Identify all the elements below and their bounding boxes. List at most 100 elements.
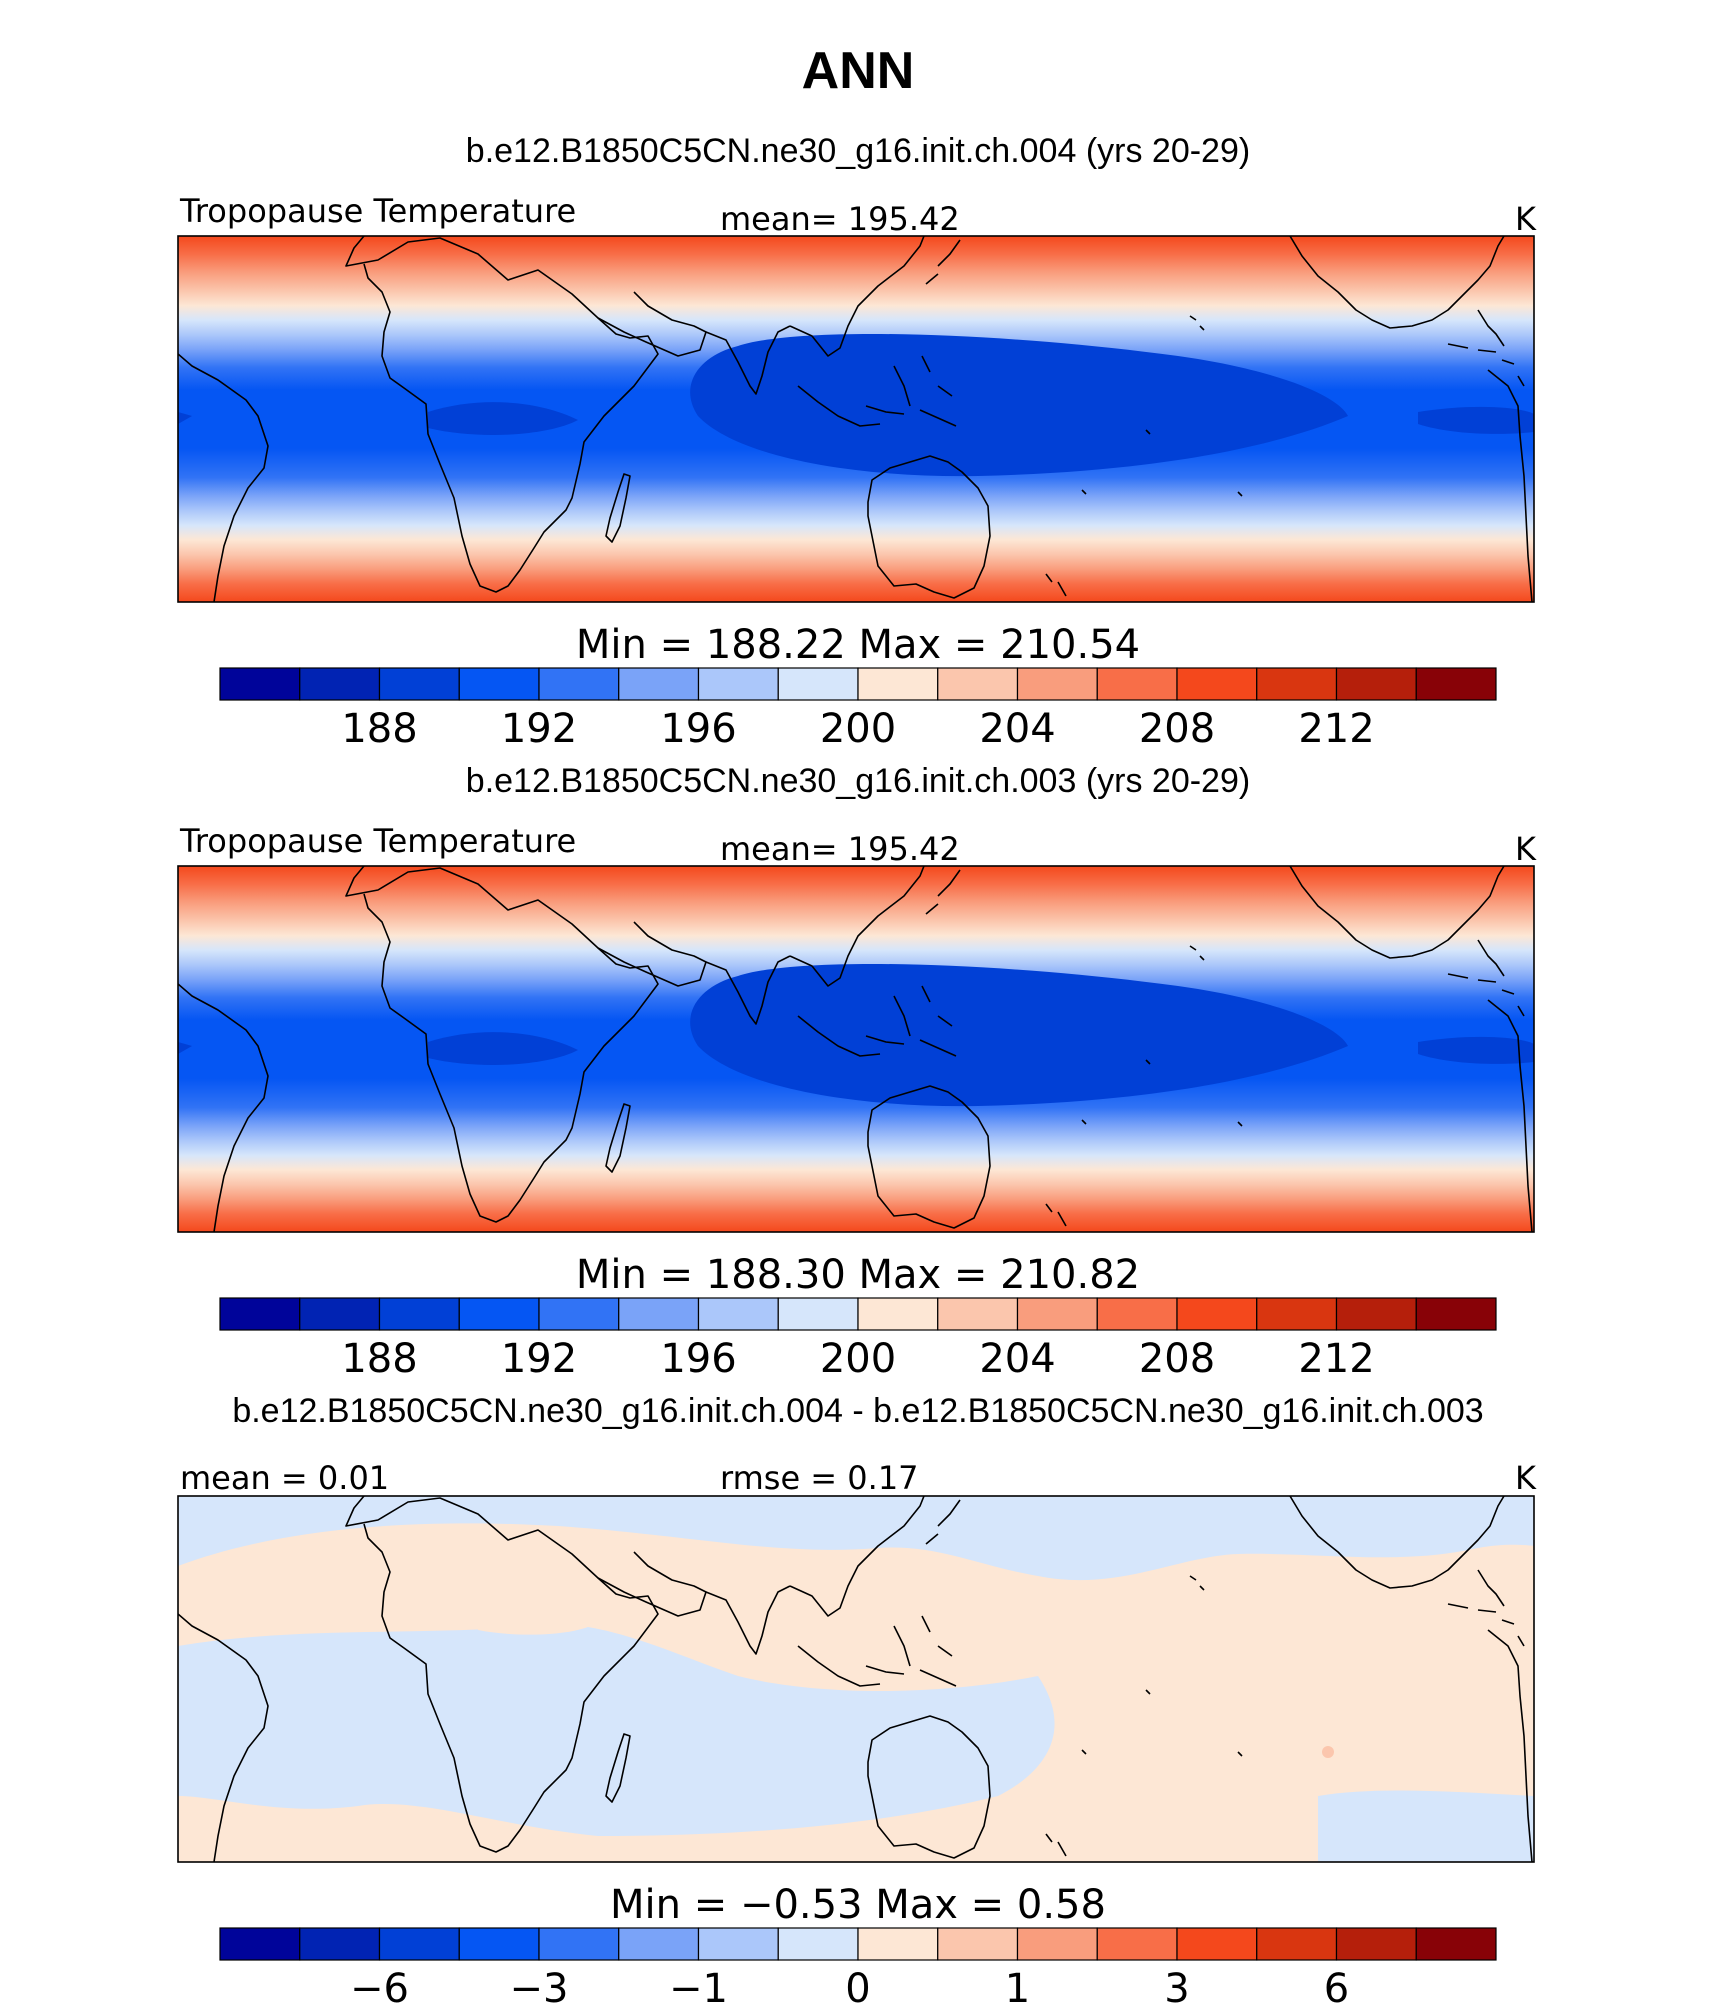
colorbar-swatch	[777, 667, 859, 701]
colorbar-swatch	[618, 667, 700, 701]
panel-2: b.e12.B1850C5CN.ne30_g16.init.ch.003 (yr…	[177, 762, 1537, 1382]
colorbar-tick-label: 192	[501, 1336, 577, 1382]
cold-core-edge	[178, 1042, 192, 1054]
colorbar-swatch	[1016, 1297, 1098, 1331]
positive-patch-africa	[478, 1608, 598, 1635]
colorbar-tick-label: 6	[1324, 1966, 1349, 2012]
units-label: K	[1515, 1459, 1537, 1497]
colorbar-swatch	[857, 667, 939, 701]
center-label: mean= 195.42	[720, 200, 960, 238]
map-panel-3	[177, 1495, 1535, 1863]
negative-region-south-east	[1318, 1790, 1534, 1862]
map-frame	[177, 1495, 1535, 1863]
colorbar-swatch	[378, 1297, 460, 1331]
cold-core-edge	[178, 412, 192, 424]
colorbar-tick-label: 204	[979, 706, 1055, 752]
colorbar-swatch	[697, 667, 779, 701]
units-label: K	[1515, 200, 1537, 238]
colorbar-swatch	[1176, 667, 1258, 701]
colorbar-swatch	[378, 1927, 460, 1961]
colorbar-tick-label: 188	[341, 1336, 417, 1382]
minmax-label: Min = 188.22 Max = 210.54	[576, 622, 1140, 668]
cold-core-africa	[428, 1032, 578, 1065]
colorbar-swatch	[1335, 1927, 1417, 1961]
colorbar-swatch	[1016, 667, 1098, 701]
colorbar-tick-label: 212	[1298, 706, 1374, 752]
colorbar-swatch	[378, 667, 460, 701]
colorbar-swatch	[777, 1927, 859, 1961]
cold-core-amazon	[1418, 1036, 1534, 1064]
left-label: Tropopause Temperature	[179, 192, 576, 230]
panel-title: b.e12.B1850C5CN.ne30_g16.init.ch.004 - b…	[232, 1392, 1483, 1430]
colorbar-swatch	[1335, 667, 1417, 701]
colorbar-swatch	[1096, 667, 1178, 701]
panel-1: b.e12.B1850C5CN.ne30_g16.init.ch.004 (yr…	[177, 132, 1537, 752]
colorbar-swatch	[857, 1297, 939, 1331]
colorbar-swatch	[1096, 1927, 1178, 1961]
center-label: rmse = 0.17	[720, 1459, 919, 1497]
minmax-label: Min = −0.53 Max = 0.58	[610, 1882, 1106, 1928]
colorbar-swatch	[697, 1927, 779, 1961]
map-panel-2	[177, 865, 1535, 1233]
panel-title: b.e12.B1850C5CN.ne30_g16.init.ch.004 (yr…	[466, 132, 1250, 170]
colorbar-swatch	[1256, 1927, 1338, 1961]
colorbar-swatch	[219, 667, 301, 701]
colorbar-swatch	[538, 667, 620, 701]
colorbar-swatch	[458, 667, 540, 701]
colorbar-swatch	[538, 1297, 620, 1331]
colorbar-tick-label: 212	[1298, 1336, 1374, 1382]
colorbar-swatch	[697, 1297, 779, 1331]
colorbar-swatch	[1415, 1297, 1497, 1331]
units-label: K	[1515, 830, 1537, 868]
center-label: mean= 195.42	[720, 830, 960, 868]
colorbar-2: 188 192 196 200 204 208 212	[219, 1297, 1497, 1382]
colorbar-swatch	[219, 1297, 301, 1331]
colorbar-swatch	[1256, 1297, 1338, 1331]
colorbar-tick-label: 196	[660, 706, 736, 752]
colorbar-tick-label: 196	[660, 1336, 736, 1382]
colorbar-swatch	[538, 1927, 620, 1961]
colorbar-tick-label: 188	[341, 706, 417, 752]
cold-core-africa	[428, 402, 578, 435]
map-frame	[177, 235, 1535, 603]
colorbar-swatch	[1335, 1297, 1417, 1331]
colorbar-swatch	[219, 1927, 301, 1961]
colorbar-swatch	[1176, 1297, 1258, 1331]
colorbar-swatch	[618, 1927, 700, 1961]
left-label: mean = 0.01	[180, 1459, 389, 1497]
negative-region-north	[178, 1496, 1534, 1581]
colorbar-tick-label: −6	[350, 1966, 409, 2012]
panel-3: b.e12.B1850C5CN.ne30_g16.init.ch.004 - b…	[177, 1392, 1537, 2012]
colorbar-swatch	[299, 1927, 381, 1961]
map-frame	[177, 865, 1535, 1233]
colorbar-swatch	[1256, 667, 1338, 701]
colorbar-swatch	[1415, 1927, 1497, 1961]
minmax-label: Min = 188.30 Max = 210.82	[576, 1252, 1140, 1298]
colorbar-tick-label: 204	[979, 1336, 1055, 1382]
colorbar-swatch	[937, 1297, 1019, 1331]
colorbar-swatch	[299, 1297, 381, 1331]
colorbar-swatch	[1176, 1927, 1258, 1961]
map-panel-1	[177, 235, 1535, 603]
colorbar-tick-label: 200	[820, 1336, 896, 1382]
colorbar-swatch	[1096, 1297, 1178, 1331]
colorbar-swatch	[1415, 667, 1497, 701]
left-label: Tropopause Temperature	[179, 822, 576, 860]
colorbar-swatch	[937, 1927, 1019, 1961]
cold-core-pacific	[690, 963, 1348, 1107]
negative-region-tropics	[178, 1624, 1055, 1836]
page-title: ANN	[802, 42, 915, 100]
colorbar-tick-label: 208	[1139, 1336, 1215, 1382]
colorbar-swatch	[1016, 1927, 1098, 1961]
cold-core-amazon	[1418, 406, 1534, 434]
colorbar-tick-label: −3	[510, 1966, 569, 2012]
colorbar-swatch	[857, 1927, 939, 1961]
colorbar-tick-label: −1	[669, 1966, 728, 2012]
colorbar-swatch	[458, 1297, 540, 1331]
colorbar-3: −6 −3 −1 0 1 3 6	[219, 1927, 1497, 2012]
panel-title: b.e12.B1850C5CN.ne30_g16.init.ch.003 (yr…	[466, 762, 1250, 800]
colorbar-tick-label: 1	[1005, 1966, 1030, 2012]
colorbar-swatch	[937, 667, 1019, 701]
colorbar-swatch	[458, 1927, 540, 1961]
